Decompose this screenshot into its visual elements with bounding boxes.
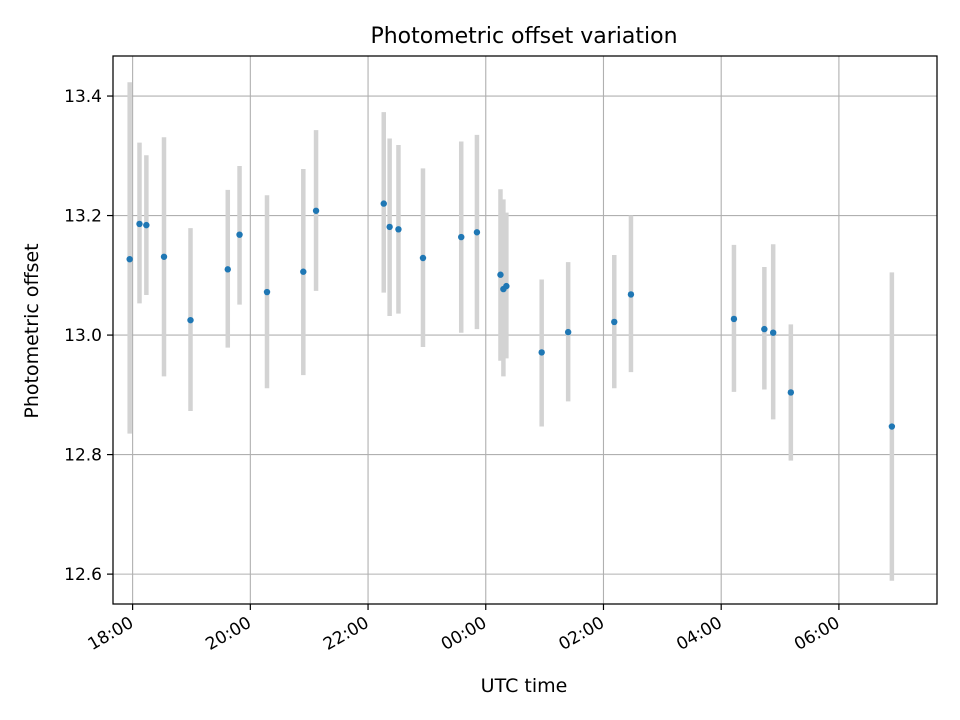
y-tick-label: 13.0 bbox=[64, 326, 102, 346]
data-point bbox=[136, 220, 143, 228]
x-axis-label: UTC time bbox=[481, 675, 568, 697]
data-point bbox=[888, 423, 896, 430]
data-point bbox=[126, 255, 133, 263]
chart-title: Photometric offset variation bbox=[370, 24, 677, 49]
y-tick-label: 13.2 bbox=[64, 207, 102, 227]
x-tick-label: 00:00 bbox=[438, 613, 490, 655]
data-point bbox=[187, 316, 194, 324]
data-point bbox=[263, 288, 271, 296]
x-tick-label: 22:00 bbox=[320, 613, 372, 655]
x-axis-ticks: 18:00 20:00 22:00 00:00 02:00 04:00 06:00 bbox=[85, 604, 843, 655]
data-point bbox=[300, 268, 307, 275]
data-point bbox=[564, 328, 572, 336]
data-point bbox=[395, 226, 402, 233]
data-point bbox=[627, 291, 635, 298]
y-tick-label: 12.6 bbox=[64, 565, 102, 585]
data-point bbox=[160, 253, 168, 260]
data-point bbox=[761, 325, 768, 333]
data-point bbox=[503, 282, 510, 290]
data-point bbox=[538, 349, 545, 356]
data-point bbox=[236, 231, 243, 238]
data-point bbox=[380, 200, 387, 207]
data-point bbox=[143, 221, 150, 229]
x-tick-label: 06:00 bbox=[791, 613, 843, 655]
data-point bbox=[386, 223, 393, 231]
data-point bbox=[787, 389, 795, 396]
data-point bbox=[730, 315, 738, 323]
data-point bbox=[473, 229, 481, 236]
x-tick-label: 18:00 bbox=[85, 613, 137, 655]
y-tick-label: 13.4 bbox=[64, 87, 102, 107]
x-tick-label: 02:00 bbox=[556, 613, 608, 655]
data-point bbox=[312, 207, 320, 214]
data-point bbox=[497, 271, 504, 278]
data-point bbox=[769, 329, 777, 336]
y-axis-label: Photometric offset bbox=[21, 243, 43, 418]
data-point bbox=[458, 233, 465, 241]
error-bars bbox=[127, 82, 895, 581]
x-tick-label: 04:00 bbox=[673, 613, 725, 655]
plot-frame bbox=[112, 55, 938, 605]
y-axis-ticks: 12.6 12.8 13.0 13.2 13.4 bbox=[64, 87, 113, 585]
data-point bbox=[224, 266, 231, 273]
grid bbox=[113, 56, 937, 604]
data-point bbox=[611, 318, 618, 326]
x-tick-label: 20:00 bbox=[202, 613, 254, 655]
y-tick-label: 12.8 bbox=[64, 446, 102, 466]
data-points bbox=[126, 200, 896, 430]
data-point bbox=[419, 254, 427, 262]
